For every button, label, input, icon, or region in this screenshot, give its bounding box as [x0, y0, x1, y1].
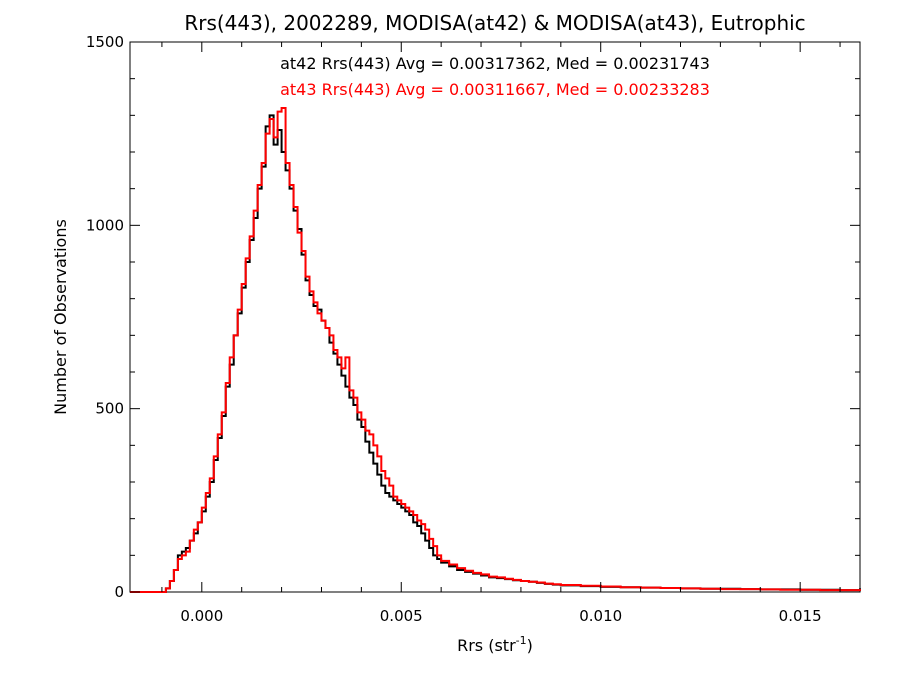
x-axis-label-superscript: -1: [516, 634, 527, 647]
y-axis-ticks: 0 500 1000 1500: [86, 33, 860, 601]
annotation-at43: at43 Rrs(443) Avg = 0.00311667, Med = 0.…: [280, 80, 710, 99]
x-axis-label-end: ): [527, 636, 533, 655]
x-tick-label: 0.015: [779, 607, 822, 625]
y-tick-label: 0: [114, 583, 124, 601]
series-line-at43: [130, 107, 861, 593]
x-axis-ticks: 0.000 0.005 0.010 0.015: [161, 42, 841, 625]
y-tick-label: 1000: [86, 216, 124, 234]
plot-area: 0.000 0.005 0.010 0.015 0 500 1000 1500: [86, 33, 861, 625]
series-layer: [130, 107, 861, 593]
y-axis-label: Number of Observations: [51, 219, 70, 415]
x-tick-label: 0.005: [380, 607, 423, 625]
plot-frame: [129, 41, 861, 593]
annotation-at42: at42 Rrs(443) Avg = 0.00317362, Med = 0.…: [280, 54, 710, 73]
x-axis-label-main: Rrs (str: [457, 636, 516, 655]
x-tick-label: 0.010: [579, 607, 622, 625]
y-tick-label: 500: [95, 400, 124, 418]
x-tick-label: 0.000: [180, 607, 223, 625]
x-axis-label: Rrs (str-1): [457, 634, 533, 655]
y-tick-label: 1500: [86, 33, 124, 51]
chart-title: Rrs(443), 2002289, MODISA(at42) & MODISA…: [184, 11, 805, 35]
